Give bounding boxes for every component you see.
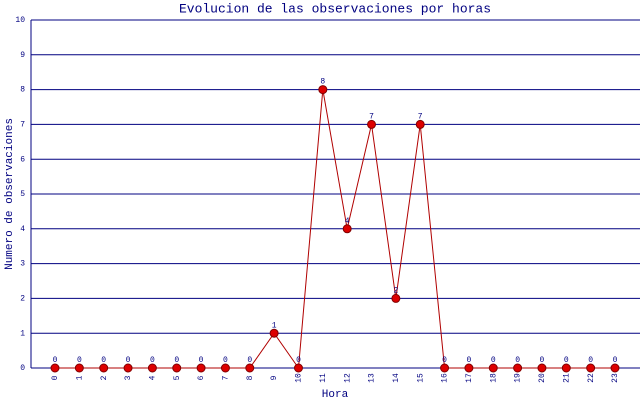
y-tick-label: 6: [20, 155, 25, 164]
point: [537, 363, 547, 373]
data-label: 0: [247, 356, 252, 365]
x-tick-label: 8: [246, 375, 255, 380]
x-tick-label: 21: [562, 373, 571, 383]
data-label: 0: [199, 356, 204, 365]
point: [99, 363, 109, 373]
x-tick-label: 19: [514, 373, 523, 383]
data-label: 0: [174, 356, 179, 365]
data-label: 0: [564, 356, 569, 365]
point: [172, 363, 182, 373]
y-tick-label: 9: [20, 51, 25, 60]
chart-title: Evolucion de las observaciones por horas: [179, 1, 491, 16]
data-label: 1: [272, 321, 277, 330]
data-label: 0: [101, 356, 106, 365]
point: [415, 119, 425, 129]
x-tick-label: 6: [197, 375, 206, 380]
point: [50, 363, 60, 373]
data-label: 8: [320, 78, 325, 87]
x-tick-label: 9: [270, 375, 279, 380]
point: [586, 363, 596, 373]
data-label: 0: [126, 356, 131, 365]
data-label: 0: [540, 356, 545, 365]
x-tick-label: 5: [173, 375, 182, 380]
data-label: 0: [588, 356, 593, 365]
point: [610, 363, 620, 373]
x-tick-label: 22: [587, 373, 596, 383]
data-label: 4: [345, 217, 350, 226]
x-tick-label: 3: [124, 375, 133, 380]
x-tick-label: 1: [75, 375, 84, 380]
data-label: 0: [77, 356, 82, 365]
data-label: 0: [296, 356, 301, 365]
point: [220, 363, 230, 373]
y-tick-label: 10: [15, 16, 25, 25]
x-axis-label: Hora: [322, 389, 349, 400]
y-tick-label: 4: [20, 225, 25, 234]
x-tick-label: 13: [368, 373, 377, 383]
point: [196, 363, 206, 373]
x-tick-label: 10: [295, 373, 304, 383]
x-tick-label: 2: [100, 375, 109, 380]
y-tick-label: 2: [20, 295, 25, 304]
point: [391, 293, 401, 303]
point: [367, 119, 377, 129]
point: [318, 85, 328, 95]
data-label: 0: [515, 356, 520, 365]
x-tick-label: 20: [538, 373, 547, 383]
data-label: 0: [223, 356, 228, 365]
point: [561, 363, 571, 373]
point: [123, 363, 133, 373]
y-tick-label: 3: [20, 260, 25, 269]
x-tick-label: 4: [149, 375, 158, 380]
x-tick-label: 17: [465, 373, 474, 383]
point: [488, 363, 498, 373]
data-label: 0: [467, 356, 472, 365]
data-label: 0: [53, 356, 58, 365]
x-tick-label: 12: [343, 373, 352, 383]
data-label: 2: [393, 287, 398, 296]
point: [147, 363, 157, 373]
data-label: 0: [442, 356, 447, 365]
x-tick-label: 18: [489, 373, 498, 383]
y-tick-label: 1: [20, 329, 25, 338]
y-tick-label: 5: [20, 190, 25, 199]
data-label: 7: [418, 113, 423, 122]
x-tick-label: 15: [416, 373, 425, 383]
data-label: 0: [613, 356, 618, 365]
data-label: 7: [369, 113, 374, 122]
point: [440, 363, 450, 373]
y-tick-label: 8: [20, 86, 25, 95]
x-tick-label: 14: [392, 373, 401, 383]
point: [342, 224, 352, 234]
y-tick-label: 0: [20, 364, 25, 373]
point: [269, 328, 279, 338]
point: [293, 363, 303, 373]
x-tick-label: 23: [611, 373, 620, 383]
point: [513, 363, 523, 373]
point: [245, 363, 255, 373]
x-tick-label: 0: [51, 375, 60, 380]
data-label: 0: [150, 356, 155, 365]
x-tick-label: 11: [319, 373, 328, 383]
y-tick-label: 7: [20, 121, 25, 130]
data-label: 0: [491, 356, 496, 365]
x-tick-label: 7: [222, 375, 231, 380]
x-tick-label: 16: [441, 373, 450, 383]
point: [464, 363, 474, 373]
y-axis-label: Numero de observaciones: [4, 118, 16, 270]
point: [74, 363, 84, 373]
